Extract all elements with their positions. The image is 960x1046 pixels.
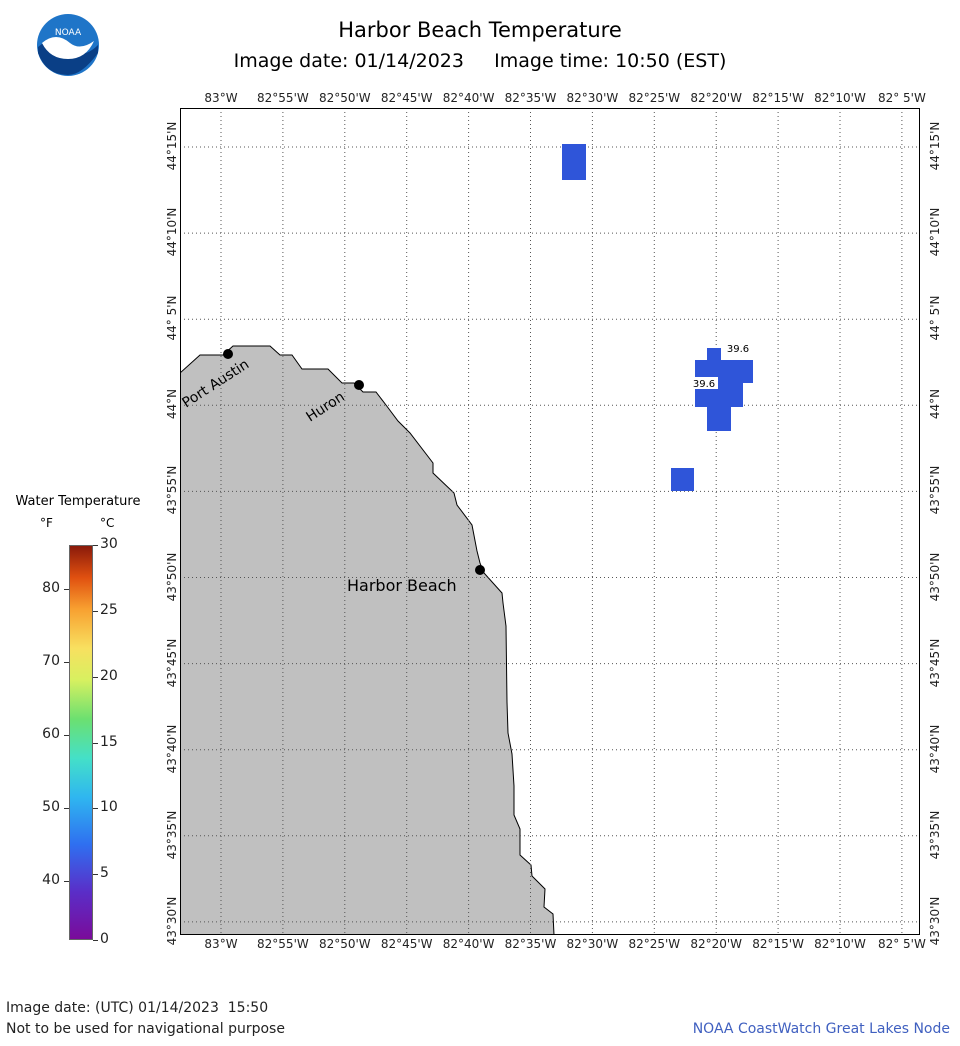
longitude-label: 82°50'W <box>318 91 371 105</box>
legend-title: Water Temperature <box>15 494 141 509</box>
longitude-label: 82° 5'W <box>877 937 926 951</box>
latitude-label: 44° 5'N <box>165 295 179 341</box>
longitude-label: 82°40'W <box>442 91 495 105</box>
latitude-label: 43°40'N <box>928 724 942 774</box>
latitude-label: 43°55'N <box>165 465 179 515</box>
place-marker-harbor-beach <box>475 565 485 575</box>
latitude-label: 44°15'N <box>928 121 942 171</box>
legend-tick-fahrenheit: 50 <box>42 799 60 816</box>
legend-tickmark <box>64 735 69 737</box>
longitude-label: 82°45'W <box>380 91 433 105</box>
footer-disclaimer: Not to be used for navigational purpose <box>6 1021 285 1037</box>
legend-unit-fahrenheit: °F <box>40 516 53 530</box>
latitude-label: 43°35'N <box>928 810 942 860</box>
legend-unit-celsius: °C <box>100 516 115 530</box>
temperature-colorbar <box>69 545 93 940</box>
legend-tick-celsius: 10 <box>100 799 118 816</box>
legend-tick-celsius: 5 <box>100 865 109 882</box>
legend-tickmark <box>93 808 98 810</box>
footer-credit: NOAA CoastWatch Great Lakes Node <box>692 1021 950 1037</box>
legend-tickmark <box>64 881 69 883</box>
temperature-map: 39.6 39.6 Port Austin Huron Harbor Beach <box>179 108 920 936</box>
latitude-label: 43°55'N <box>928 465 942 515</box>
legend-tickmark <box>93 676 98 678</box>
latitude-label: 43°30'N <box>928 896 942 946</box>
noaa-logo: NOAA <box>36 13 100 77</box>
latitude-label: 44°10'N <box>165 207 179 257</box>
temp-reading: 39.6 <box>693 379 715 390</box>
page-title: Harbor Beach Temperature <box>338 18 622 42</box>
place-marker-port-austin <box>223 349 233 359</box>
legend-tick-celsius: 0 <box>100 931 109 947</box>
latitude-label: 43°35'N <box>165 810 179 860</box>
legend-tick-celsius: 15 <box>100 733 118 750</box>
longitude-label: 82°25'W <box>628 91 681 105</box>
latitude-label: 44°N <box>165 389 179 420</box>
latitude-label: 43°45'N <box>928 638 942 688</box>
longitude-label: 82°20'W <box>690 91 743 105</box>
legend-tick-fahrenheit: 40 <box>42 872 60 889</box>
logo-text: NOAA <box>55 28 82 38</box>
temp-pixel <box>671 468 694 491</box>
legend-tickmark <box>64 662 69 664</box>
lat-lon-grid <box>180 108 920 935</box>
footer-utc-date: Image date: (UTC) 01/14/2023 15:50 <box>6 1000 269 1016</box>
legend-tickmark <box>93 742 98 744</box>
legend-tickmark <box>93 610 98 612</box>
legend-tickmark <box>64 808 69 810</box>
legend-tick-celsius: 30 <box>100 536 118 552</box>
map-border <box>180 108 920 935</box>
latitude-label: 43°50'N <box>928 552 942 601</box>
latitude-label: 44°15'N <box>165 121 179 171</box>
longitude-label: 82°55'W <box>257 91 309 105</box>
longitude-label: 82°10'W <box>814 937 866 951</box>
legend-tickmark <box>93 874 98 876</box>
latitude-label: 44°N <box>928 389 942 420</box>
legend-tick-fahrenheit: 80 <box>42 579 60 596</box>
temp-pixel <box>707 348 721 360</box>
longitude-label: 82°35'W <box>504 91 557 105</box>
temp-pixel <box>707 407 731 431</box>
latitude-label: 44°10'N <box>928 207 942 257</box>
legend-tick-fahrenheit: 70 <box>42 653 60 670</box>
legend-tickmark <box>93 545 98 546</box>
longitude-label: 82°20'W <box>690 937 743 951</box>
latitude-label: 43°45'N <box>165 638 179 688</box>
longitude-label: 83°W <box>204 937 238 951</box>
longitude-label: 82°15'W <box>752 937 804 951</box>
longitude-label: 82°55'W <box>257 937 309 951</box>
longitude-label: 82°25'W <box>628 937 681 951</box>
longitude-label: 82° 5'W <box>877 91 926 105</box>
legend-tick-celsius: 25 <box>100 601 118 618</box>
longitude-label: 82°50'W <box>318 937 371 951</box>
legend-tick-celsius: 20 <box>100 667 118 684</box>
latitude-label: 43°40'N <box>165 724 179 774</box>
longitude-label: 82°15'W <box>752 91 804 105</box>
place-label-harbor-beach: Harbor Beach <box>347 576 457 595</box>
legend-tick-fahrenheit: 60 <box>42 726 60 743</box>
legend-tickmark <box>64 588 69 590</box>
latitude-label: 43°30'N <box>165 896 179 946</box>
latitude-label: 43°50'N <box>165 552 179 601</box>
longitude-label: 82°30'W <box>566 91 619 105</box>
latitude-label: 44° 5'N <box>928 295 942 341</box>
temperature-pixels <box>562 144 753 491</box>
longitude-label: 82°45'W <box>380 937 433 951</box>
image-datetime: Image date: 01/14/2023 Image time: 10:50… <box>233 50 727 72</box>
temp-pixel <box>562 144 586 180</box>
longitude-label: 82°30'W <box>566 937 619 951</box>
land-area <box>179 345 555 936</box>
legend-tickmark <box>93 940 98 941</box>
temp-reading: 39.6 <box>727 344 749 355</box>
place-marker-huron <box>354 380 364 390</box>
longitude-label: 82°40'W <box>442 937 495 951</box>
longitude-label: 82°35'W <box>504 937 557 951</box>
longitude-label: 82°10'W <box>814 91 866 105</box>
longitude-label: 83°W <box>204 91 238 105</box>
